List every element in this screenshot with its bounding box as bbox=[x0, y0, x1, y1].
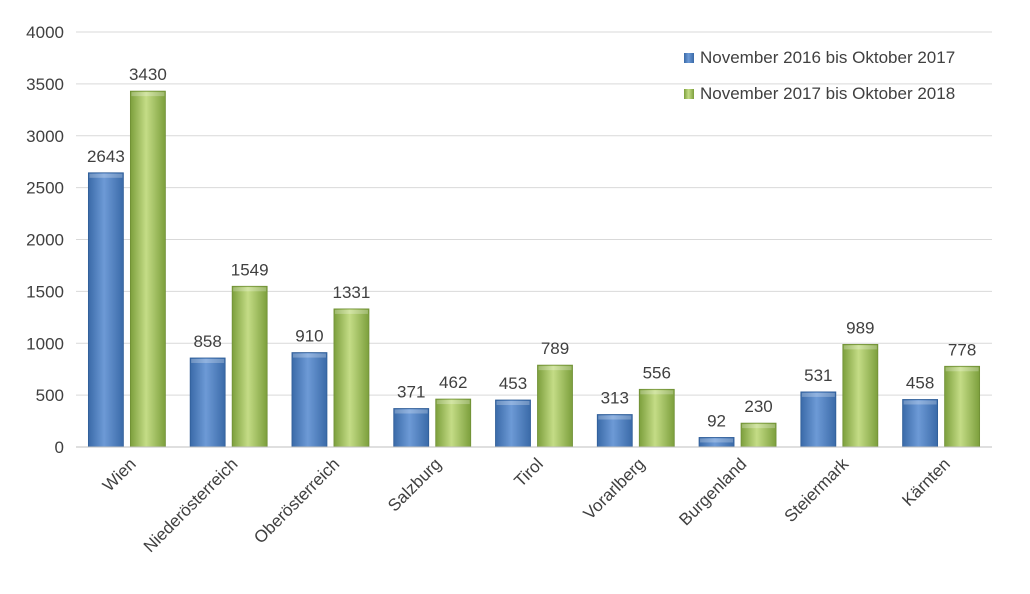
x-tick-label: Niederösterreich bbox=[140, 454, 242, 556]
data-label: 458 bbox=[906, 373, 934, 392]
bar-series-2 bbox=[231, 285, 268, 448]
data-label: 2643 bbox=[87, 147, 125, 166]
bar-highlight bbox=[843, 345, 877, 350]
bar-series-1 bbox=[87, 172, 124, 448]
x-tick-label: Salzburg bbox=[384, 454, 445, 515]
bar-highlight bbox=[903, 400, 937, 405]
bar-highlight bbox=[131, 92, 165, 97]
y-tick-label: 1500 bbox=[26, 282, 64, 301]
data-label: 371 bbox=[397, 383, 425, 402]
x-tick-label: Burgenland bbox=[675, 454, 750, 529]
bar-highlight bbox=[945, 367, 979, 372]
bar-series-2 bbox=[537, 364, 573, 448]
y-tick-label: 500 bbox=[36, 386, 64, 405]
bar-series-1 bbox=[495, 399, 531, 448]
legend: November 2016 bis Oktober 2017 November … bbox=[684, 48, 955, 103]
legend-item: November 2016 bis Oktober 2017 bbox=[684, 48, 955, 67]
bar-series-2 bbox=[435, 398, 472, 448]
y-tick-label: 1000 bbox=[26, 334, 64, 353]
data-label: 858 bbox=[193, 332, 221, 351]
gridlines bbox=[76, 31, 992, 396]
y-tick-label: 3500 bbox=[26, 75, 64, 94]
bar-highlight bbox=[89, 173, 123, 178]
legend-label: November 2017 bis Oktober 2018 bbox=[700, 84, 955, 103]
data-labels: 2643 3430 858 1549 910 1331 371 462 453 789 313 556… bbox=[87, 65, 976, 430]
bar-highlight bbox=[598, 415, 632, 420]
data-label: 453 bbox=[499, 374, 527, 393]
data-label: 1549 bbox=[231, 260, 269, 279]
bar-series-1 bbox=[291, 352, 328, 448]
legend-swatch-green bbox=[684, 89, 694, 99]
bar-series-2 bbox=[333, 308, 370, 448]
y-tick-label: 4000 bbox=[26, 23, 64, 42]
bar-highlight bbox=[640, 390, 674, 395]
bar-highlight bbox=[742, 424, 776, 429]
bars bbox=[87, 90, 981, 448]
data-label: 313 bbox=[601, 389, 629, 408]
y-axis-tick-labels: 0 500 1000 1500 2000 2500 3000 3500 4000 bbox=[26, 23, 64, 457]
data-label: 910 bbox=[295, 327, 323, 346]
bar-series-2 bbox=[129, 90, 166, 448]
x-tick-label: Oberösterreich bbox=[250, 454, 343, 547]
y-tick-label: 2000 bbox=[26, 231, 64, 250]
bar-highlight bbox=[233, 287, 267, 292]
bar-highlight bbox=[334, 309, 368, 314]
x-tick-label: Steiermark bbox=[781, 454, 853, 526]
data-label: 92 bbox=[707, 411, 726, 430]
bar-series-1 bbox=[189, 357, 226, 448]
bar-highlight bbox=[191, 358, 225, 363]
data-label: 556 bbox=[643, 363, 671, 382]
data-label: 789 bbox=[541, 339, 569, 358]
bar-highlight bbox=[436, 400, 470, 405]
bar-highlight bbox=[292, 353, 326, 358]
bar-series-2 bbox=[638, 388, 675, 448]
bar-series-1 bbox=[596, 414, 633, 448]
bar-series-1 bbox=[902, 399, 939, 448]
data-label: 989 bbox=[846, 318, 874, 337]
x-tick-label: Vorarlberg bbox=[580, 454, 649, 523]
bar-highlight bbox=[394, 409, 428, 414]
bar-series-2 bbox=[944, 365, 981, 448]
bar-series-2 bbox=[842, 343, 879, 448]
data-label: 531 bbox=[804, 366, 832, 385]
legend-item: November 2017 bis Oktober 2018 bbox=[684, 84, 955, 103]
data-label: 778 bbox=[948, 340, 976, 359]
x-tick-label: Kärnten bbox=[898, 454, 954, 510]
x-tick-label: Wien bbox=[99, 454, 140, 495]
y-tick-label: 0 bbox=[55, 438, 64, 457]
y-tick-label: 3000 bbox=[26, 127, 64, 146]
bar-highlight bbox=[801, 392, 835, 397]
data-label: 3430 bbox=[129, 65, 167, 84]
bar-highlight bbox=[538, 366, 572, 371]
bar-series-1 bbox=[393, 408, 430, 448]
y-tick-label: 2500 bbox=[26, 179, 64, 198]
bar-highlight bbox=[700, 438, 734, 443]
bar-series-1 bbox=[800, 391, 837, 448]
data-label: 462 bbox=[439, 373, 467, 392]
data-label: 230 bbox=[744, 397, 772, 416]
bar-highlight bbox=[496, 401, 530, 406]
x-tick-label: Tirol bbox=[510, 454, 546, 490]
legend-swatch-blue bbox=[684, 53, 694, 63]
x-axis-tick-labels: Wien Niederösterreich Oberösterreich Salzbu… bbox=[99, 454, 954, 556]
data-label: 1331 bbox=[333, 283, 371, 302]
legend-label: November 2016 bis Oktober 2017 bbox=[700, 48, 955, 67]
